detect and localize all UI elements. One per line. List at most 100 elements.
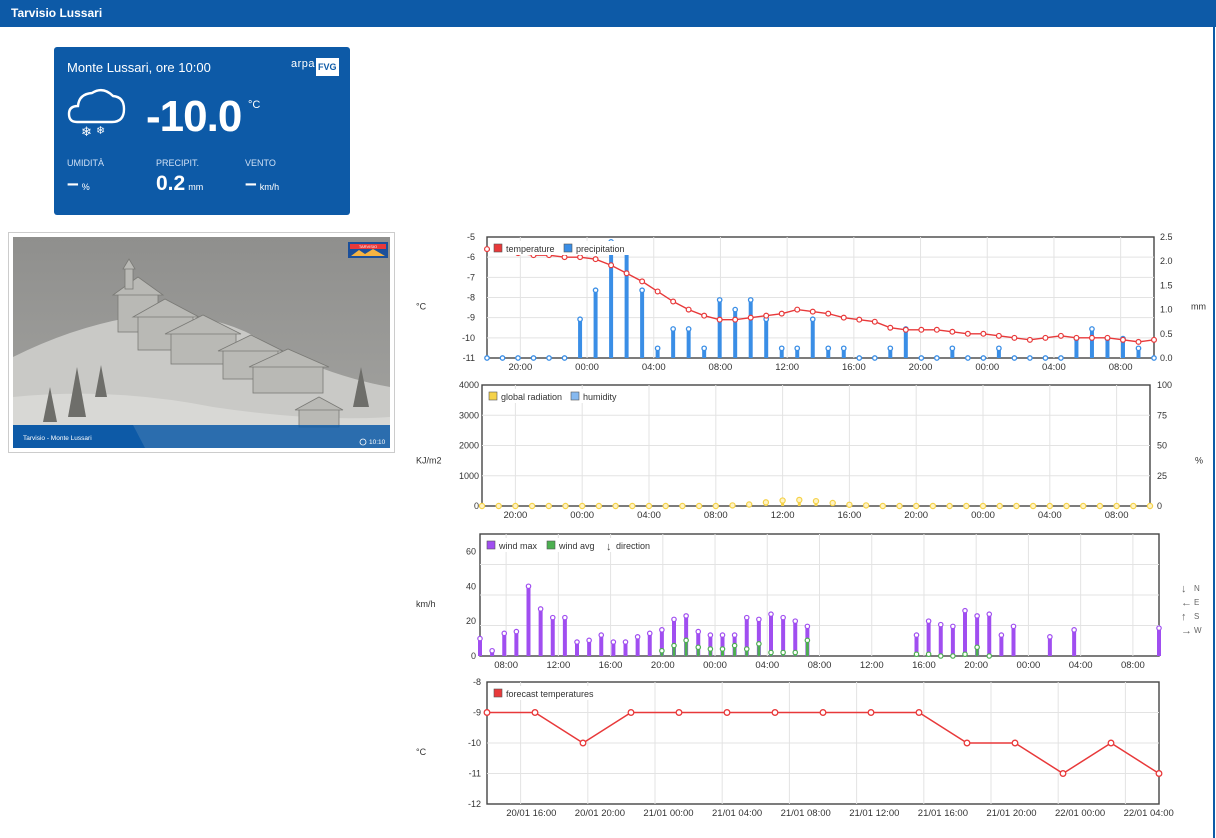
wind-max-bar [987,614,992,656]
temperature-point [1026,336,1033,343]
wind-avg-point [719,646,726,652]
wind-max-bar [769,614,773,656]
wind-max-bar [672,619,676,656]
wind-max-bar [1157,628,1161,656]
radiation-point [662,502,669,510]
wind-max-bar [793,621,798,656]
forecast-point [867,709,875,716]
radiation-point [578,502,586,510]
webcam-panel[interactable]: TARVISIO Tarvisio - Monte Lussari 10:10 [8,232,395,453]
precipitation-point [701,345,708,352]
chart-temperature-precipitation: -5 -6 -7 -8 -9 -10 -11 2.5 2.0 1.5 1.0 0.5 0.0 20:00 0… [416,232,1206,373]
wind-max-point [937,621,944,628]
wind-max-bar [781,617,786,656]
wind-avg-bar [721,649,724,656]
radiation-point [1130,502,1137,510]
webcam-image[interactable]: TARVISIO Tarvisio - Monte Lussari 10:10 [13,237,390,448]
y2-tick-label: 2.5 [1160,232,1173,242]
legend-label: wind max [498,541,538,551]
x-tick-label: 00:00 [971,510,995,521]
direction-arrow-icon: ↓ [1181,583,1187,595]
wind-max-point [683,613,689,619]
wind-max-point [501,630,508,637]
temperature-point [902,326,909,333]
precipitation-point [685,326,692,332]
precipitation-bar [779,348,784,358]
precipitation-bar [686,328,691,358]
radiation-point [846,501,853,508]
temperature-point [856,316,863,323]
wind-max-bar [575,642,579,656]
precipitation-point [484,355,490,361]
temperature-point [995,332,1002,339]
temperature-point [1135,338,1142,345]
precipitation-bar [764,319,769,358]
wind-avg-bar [805,640,809,656]
y2-tick-label: 2.0 [1160,256,1173,266]
radiation-point [1013,502,1020,510]
wind-max-point [719,632,726,638]
wind-max-point [598,632,605,638]
temperature-point [623,270,630,277]
x-tick-label: 08:00 [494,660,518,671]
svg-text:❄: ❄ [81,124,92,138]
wind-label: VENTO [245,158,276,168]
temperature-point [825,310,832,317]
x-tick-label: 20:00 [909,362,933,373]
precipitation-bar [671,328,676,358]
precipitation-bar [733,309,738,358]
x-tick-label: 21/01 16:00 [918,808,968,819]
temperature-point [1150,336,1157,343]
page-header: Tarvisio Lussari [0,0,1216,27]
y-tick-label: -10 [468,738,481,748]
clock-icon [359,438,367,446]
precipitation-point [1027,355,1033,361]
legend-label: temperature [506,244,555,254]
forecast-point [1059,770,1067,777]
radiation-point [679,502,686,510]
radiation-point [478,502,486,510]
precipitation-bar [593,290,598,358]
forecast-point [579,739,587,747]
precipitation-point [639,287,645,294]
temperature-point [747,314,754,321]
precipitation-point [918,355,925,361]
wind-avg-point [925,651,932,658]
precipitation-bar [1105,338,1110,358]
temperature-point [1011,334,1018,341]
temperature-point [887,324,894,331]
precipitation-bar [609,241,614,358]
temperature-point [809,308,816,315]
precipitation-bar [1074,338,1079,358]
x-tick-label: 00:00 [1017,660,1041,671]
precipitation-point [996,345,1002,352]
wind-number: – [245,172,257,195]
wind-max-point [659,627,665,633]
wind-max-point [998,632,1005,638]
wind-avg-bar [733,645,737,656]
y-tick-label: -8 [467,293,475,303]
radiation-point [1080,502,1087,510]
wind-max-bar [1072,629,1077,656]
wind-max-bar [756,619,761,656]
humidity-label: UMIDITÀ [67,158,104,168]
wind-max-point [671,616,677,623]
wind-max-point [950,623,956,630]
wind-max-point [622,639,629,645]
wind-max-bar [599,635,604,656]
y-tick-label: 3000 [459,410,479,420]
radiation-point [913,502,920,510]
precipitation-point [794,345,801,352]
y-tick-label: -8 [473,677,481,687]
wind-avg-bar [672,645,676,656]
x-tick-label: 12:00 [775,362,799,373]
temperature-point [732,316,739,323]
forecast-point [819,709,827,716]
y-tick-label: -11 [463,353,475,363]
y2-tick-label: 1.0 [1160,305,1173,315]
x-tick-label: 08:00 [709,362,733,373]
radiation-point [512,502,519,510]
humidity-value: –% [67,171,90,200]
legend-label: wind avg [558,541,595,551]
wind-max-bar [914,635,919,656]
